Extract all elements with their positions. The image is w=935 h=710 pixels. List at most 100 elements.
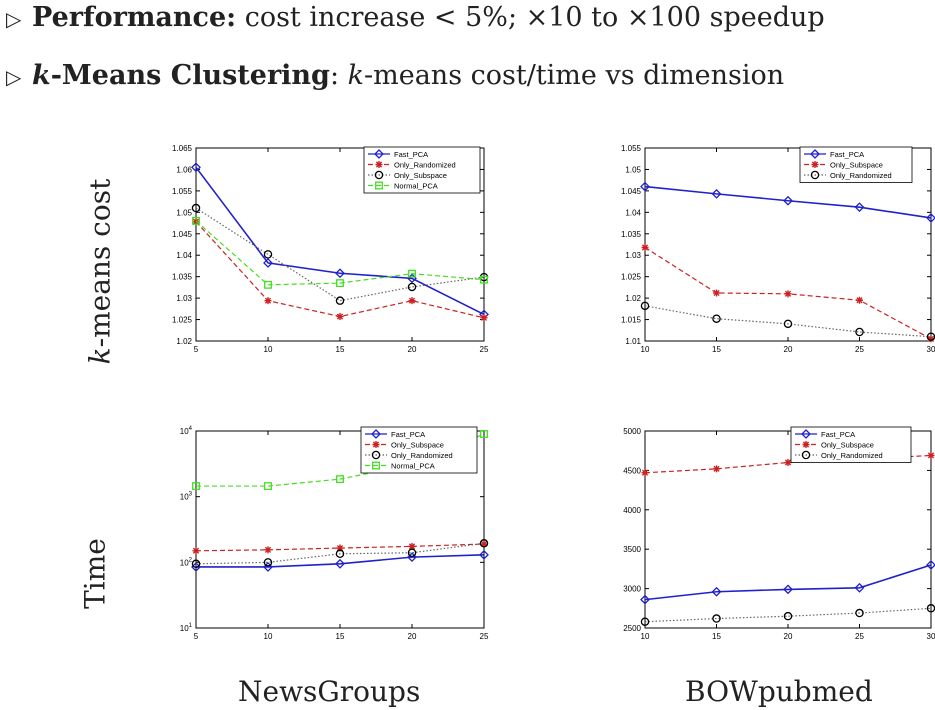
data-point xyxy=(191,559,201,569)
chart-bowpubmed-time: 2500 3000 3500 4000 4500 5000 10 15 20 25 30 Fast_P… xyxy=(623,426,935,641)
data-point xyxy=(480,430,488,438)
data-point xyxy=(640,594,650,605)
y-tick-label: 1.035 xyxy=(621,230,642,239)
bullet-performance: ▷ Performance: cost increase < 5%; ×10 to… xyxy=(6,2,825,35)
legend-marker xyxy=(811,161,819,168)
x-tick-label: 25 xyxy=(480,632,489,641)
data-point xyxy=(783,195,793,206)
y-axis: 101 102 103 104 xyxy=(180,426,484,633)
y-tick-label: 1.02 xyxy=(625,294,641,303)
series-fast-pca xyxy=(640,560,935,605)
x-tick-label: 10 xyxy=(641,632,650,641)
row-label-k: k xyxy=(83,347,117,365)
y-tick-label: 104 xyxy=(180,426,193,436)
series-only-subspace xyxy=(192,540,488,555)
series-line xyxy=(644,564,932,601)
legend-label: Normal_PCA xyxy=(391,462,435,471)
x-tick-label: 15 xyxy=(336,345,345,354)
data-point xyxy=(641,244,649,252)
y-tick-label: 4500 xyxy=(623,466,641,475)
series-line xyxy=(644,607,932,623)
y-axis: 2500 3000 3500 4000 4500 5000 xyxy=(623,427,931,633)
legend-box xyxy=(360,426,478,474)
data-point xyxy=(408,542,416,550)
data-point xyxy=(192,547,200,555)
data-point xyxy=(408,269,416,278)
legend-marker xyxy=(375,181,383,190)
data-point xyxy=(480,314,488,322)
data-point xyxy=(336,279,344,288)
data-point xyxy=(855,608,864,618)
column-label-newsgroups: NewsGroups xyxy=(238,675,421,708)
legend-label: Only_Subspace xyxy=(391,441,444,450)
x-tick-label: 15 xyxy=(712,632,721,641)
x-axis: 5 10 15 20 25 xyxy=(194,148,489,354)
x-tick-label: 20 xyxy=(408,345,417,354)
legend-marker xyxy=(374,149,384,159)
x-tick-label: 10 xyxy=(264,632,273,641)
legend-label: Normal_PCA xyxy=(394,182,438,191)
data-point xyxy=(926,212,935,223)
legend-label: Fast_PCA xyxy=(391,430,425,439)
x-tick-label: 25 xyxy=(855,345,864,354)
data-point xyxy=(263,250,273,259)
row-label-cost-text: -means cost xyxy=(83,178,117,348)
chart-newsgroups-cost: 1.02 1.025 1.03 1.035 1.04 1.045 1.05 1.055 1.06… xyxy=(172,144,489,354)
data-point xyxy=(192,482,200,491)
x-tick-label: 5 xyxy=(194,632,199,641)
series-line xyxy=(195,220,485,286)
data-point xyxy=(263,558,273,567)
series-line xyxy=(644,185,932,219)
bullet-bold-label: Performance: xyxy=(32,2,237,33)
bullet-k-italic: k xyxy=(32,60,51,91)
legend-label: Only_Randomized xyxy=(394,161,456,170)
legend-box xyxy=(363,146,481,194)
legend-marker xyxy=(371,450,381,460)
legend-label: Only_Randomized xyxy=(821,451,883,460)
series-line xyxy=(195,542,485,565)
data-point xyxy=(336,475,344,484)
y-tick-label: 1.025 xyxy=(621,273,642,282)
x-tick-label: 25 xyxy=(480,345,489,354)
y-tick-label: 4000 xyxy=(623,506,641,515)
column-label-bowpubmed: BOWpubmed xyxy=(685,675,873,708)
y-tick-label: 3000 xyxy=(623,585,641,594)
data-point xyxy=(783,584,793,595)
data-point xyxy=(264,280,272,289)
data-point xyxy=(784,290,792,298)
data-point xyxy=(191,162,201,173)
data-point xyxy=(407,282,417,292)
row-label-time: Time xyxy=(78,538,112,609)
bullet-colon: : xyxy=(329,60,348,91)
legend-label: Fast_PCA xyxy=(830,150,864,159)
legend-marker xyxy=(374,170,384,180)
data-point xyxy=(479,539,489,548)
y-tick-label: 1.025 xyxy=(172,316,193,325)
x-tick-label: 20 xyxy=(784,632,793,641)
x-tick-label: 30 xyxy=(927,345,935,354)
legend-label: Fast_PCA xyxy=(821,430,855,439)
series-normal-pca xyxy=(192,216,488,289)
legend-marker xyxy=(371,429,381,439)
legend-label: Only_Subspace xyxy=(830,161,883,170)
data-point xyxy=(480,275,488,284)
y-tick-label: 5000 xyxy=(623,427,641,436)
y-tick-label: 101 xyxy=(180,623,193,633)
data-point xyxy=(264,482,272,491)
x-tick-label: 10 xyxy=(264,345,273,354)
x-axis: 10 15 20 25 30 xyxy=(641,148,935,354)
y-tick-label: 103 xyxy=(180,492,193,502)
data-point xyxy=(640,181,650,192)
data-point xyxy=(926,560,935,570)
series-line xyxy=(195,166,485,316)
bullet-text: -means cost/time vs dimension xyxy=(364,60,785,91)
legend-label: Only_Subspace xyxy=(821,441,874,450)
bullet-text: cost increase < 5%; ×10 to ×100 speedup xyxy=(236,2,825,33)
data-point xyxy=(479,549,489,560)
legend-marker xyxy=(375,161,383,168)
legend-label: Only_Subspace xyxy=(394,171,447,180)
y-tick-label: 102 xyxy=(180,557,193,567)
series-line xyxy=(196,554,485,568)
data-point xyxy=(711,586,722,597)
